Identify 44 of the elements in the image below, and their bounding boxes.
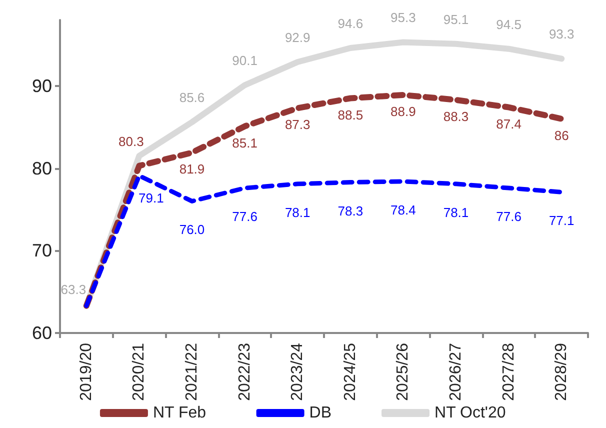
data-label: 76.0 — [179, 222, 205, 238]
data-label: 88.3 — [443, 108, 469, 124]
data-label: 85.1 — [232, 135, 258, 150]
data-label: 95.3 — [390, 10, 416, 26]
legend-label: DB — [309, 404, 332, 422]
x-tick-label: 2026/27 — [448, 342, 464, 401]
data-label: 78.1 — [443, 204, 469, 220]
x-tick-label: 2023/24 — [289, 342, 306, 401]
data-label: 79.1 — [138, 190, 164, 206]
data-label: 63.3 — [60, 282, 86, 297]
y-tick-label: 70 — [32, 240, 52, 261]
x-tick-label: 2021/22 — [184, 342, 200, 401]
data-label: 77.6 — [496, 209, 522, 224]
data-label: 92.9 — [284, 30, 310, 46]
data-label: 95.1 — [443, 12, 469, 27]
x-tick-label: 2024/25 — [342, 342, 359, 401]
data-label: 80.3 — [118, 134, 144, 149]
data-label: 81.9 — [179, 162, 205, 177]
x-tick-label: 2027/28 — [500, 342, 518, 401]
data-label: 78.1 — [284, 204, 310, 220]
x-tick-label: 2022/23 — [236, 342, 254, 401]
data-label: 90.1 — [232, 53, 258, 68]
data-label: 85.6 — [179, 90, 205, 106]
legend-label: NT Oct'20 — [434, 404, 506, 422]
data-label: 78.4 — [390, 202, 416, 218]
data-label: 93.3 — [548, 26, 574, 42]
data-label: 88.9 — [390, 104, 416, 119]
data-label: 88.5 — [338, 107, 364, 122]
x-tick-label: 2025/26 — [394, 342, 412, 401]
data-label: 77.6 — [232, 209, 258, 224]
legend-label: NT Feb — [152, 404, 206, 422]
x-tick-label: 2019/20 — [78, 342, 95, 401]
data-label: 86 — [554, 128, 569, 143]
data-label: 78.3 — [338, 203, 364, 218]
y-tick-label: 60 — [32, 323, 52, 343]
x-tick-label: 2028/29 — [553, 342, 570, 401]
data-label: 87.4 — [496, 116, 522, 132]
data-label: 87.3 — [284, 117, 310, 132]
data-label: 94.5 — [496, 16, 522, 32]
data-label: 77.1 — [548, 213, 574, 228]
x-tick-label: 2020/21 — [130, 342, 148, 401]
y-tick-label: 80 — [32, 158, 52, 178]
data-label: 94.6 — [338, 16, 364, 32]
y-tick-label: 90 — [32, 76, 52, 96]
